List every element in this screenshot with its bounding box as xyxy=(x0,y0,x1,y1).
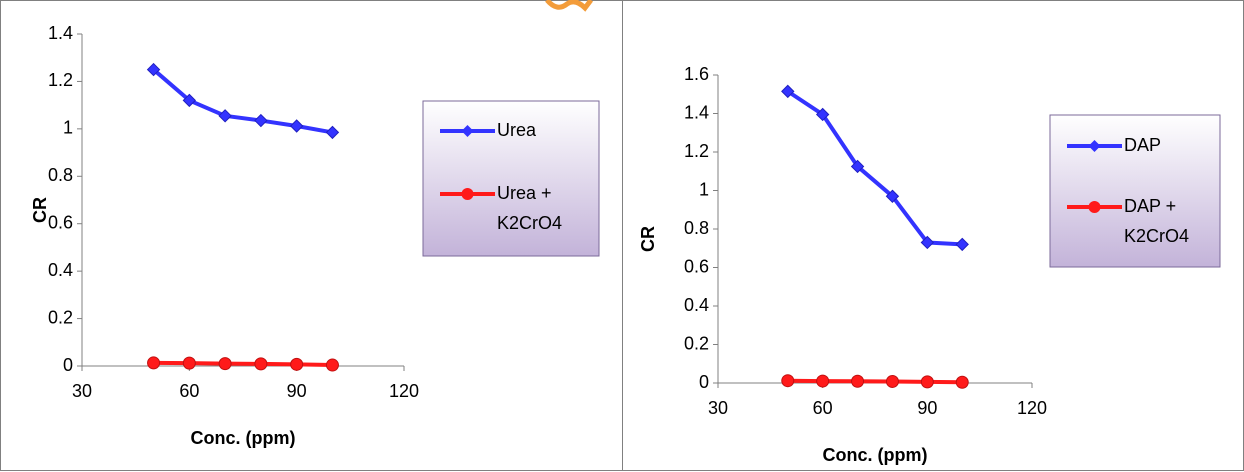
data-point-circle xyxy=(254,357,268,371)
legend-marker-diamond xyxy=(461,125,474,137)
data-point-circle xyxy=(147,356,161,370)
x-tick-label: 90 xyxy=(287,381,307,401)
data-point-diamond xyxy=(815,107,830,122)
y-axis-title: CR xyxy=(638,226,658,252)
watermark-fragment xyxy=(545,0,593,12)
series-line-secondary xyxy=(153,360,333,368)
data-point-circle xyxy=(955,375,969,389)
data-point-circle xyxy=(851,374,865,388)
y-tick-label: 0.6 xyxy=(48,212,73,232)
y-tick-label: 1 xyxy=(699,179,709,199)
legend-marker-circle xyxy=(461,188,474,200)
y-tick-label: 0 xyxy=(63,355,73,375)
legend-label: Urea xyxy=(497,120,537,140)
series-line-primary xyxy=(152,68,333,135)
y-tick-label: 1.2 xyxy=(684,141,709,161)
legend-marker-diamond xyxy=(1088,140,1101,152)
data-point-circle xyxy=(781,374,795,388)
x-tick-label: 60 xyxy=(813,398,833,418)
y-tick-label: 0.6 xyxy=(684,256,709,276)
y-tick-label: 0.8 xyxy=(48,165,73,185)
legend-label: DAP xyxy=(1124,135,1161,155)
y-tick-label: 0 xyxy=(699,372,709,392)
legend-label: DAP + xyxy=(1124,196,1176,216)
x-tick-label: 120 xyxy=(1017,398,1047,418)
data-point-circle xyxy=(325,358,339,372)
data-point-diamond xyxy=(289,119,304,133)
chart-panel-right: 0 0.2 0.4 0.6 0.8 1 1.2 1.4 1.6 30 60 90 120 Conc. (p… xyxy=(622,0,1244,471)
chart-urea: 0 0.2 0.4 0.6 0.8 1 1.2 1.4 30 60 90 120 Conc. (ppm)… xyxy=(30,23,600,448)
legend-box xyxy=(422,100,600,257)
data-point-circle xyxy=(816,374,830,388)
y-tick-label: 0.4 xyxy=(684,295,709,315)
data-point-diamond xyxy=(146,62,161,77)
data-point-diamond xyxy=(254,113,268,128)
y-tick-label: 1.6 xyxy=(684,64,709,84)
legend-marker-circle xyxy=(1088,201,1101,213)
y-tick-label: 0.4 xyxy=(48,260,73,280)
data-point-diamond xyxy=(781,84,795,99)
data-point-circle xyxy=(182,356,196,370)
y-tick-label: 1.4 xyxy=(684,102,709,122)
data-point-circle xyxy=(290,357,304,371)
series-line-primary xyxy=(786,89,963,247)
y-axis-title: CR xyxy=(30,197,50,223)
legend-label: Urea + xyxy=(497,183,552,203)
series-line-secondary xyxy=(787,378,963,385)
data-point-diamond xyxy=(850,159,865,174)
y-tick-label: 0.2 xyxy=(684,333,709,353)
chart-dap: 0 0.2 0.4 0.6 0.8 1 1.2 1.4 1.6 30 60 90 120 Conc. (p… xyxy=(638,64,1221,465)
data-point-diamond xyxy=(182,93,197,108)
y-tick-label: 1.4 xyxy=(48,23,73,43)
y-tick-label: 1 xyxy=(63,118,73,138)
data-point-diamond xyxy=(920,235,935,250)
x-tick-label: 90 xyxy=(917,398,937,418)
x-tick-label: 30 xyxy=(72,381,92,401)
legend-label: K2CrO4 xyxy=(1124,226,1189,246)
data-point-circle xyxy=(885,374,899,388)
data-point-diamond xyxy=(955,237,969,252)
y-tick-label: 0.2 xyxy=(48,307,73,327)
data-point-diamond xyxy=(218,109,232,123)
y-tick-label: 0.8 xyxy=(684,218,709,238)
data-point-circle xyxy=(920,375,934,389)
x-axis-title: Conc. (ppm) xyxy=(823,445,928,465)
x-tick-label: 120 xyxy=(389,381,419,401)
x-axis-title: Conc. (ppm) xyxy=(191,428,296,448)
legend-box xyxy=(1049,114,1221,268)
data-point-circle xyxy=(218,357,232,371)
data-point-diamond xyxy=(325,125,340,140)
legend-label: K2CrO4 xyxy=(497,213,562,233)
chart-panel-left: 0 0.2 0.4 0.6 0.8 1 1.2 1.4 30 60 90 120 Conc. (ppm)… xyxy=(0,0,623,471)
y-tick-label: 1.2 xyxy=(48,70,73,90)
x-tick-label: 60 xyxy=(179,381,199,401)
x-tick-label: 30 xyxy=(708,398,728,418)
data-point-diamond xyxy=(885,189,900,203)
